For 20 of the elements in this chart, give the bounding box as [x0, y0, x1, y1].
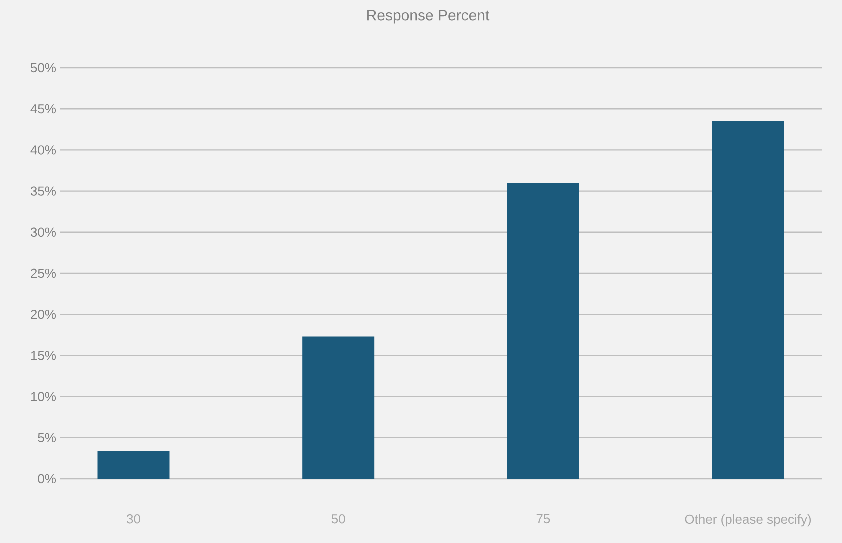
y-tick-label: 40% — [30, 146, 56, 155]
y-tick-label: 30% — [30, 228, 56, 237]
bar — [302, 336, 375, 479]
y-tick-label: 15% — [31, 351, 56, 360]
y-tick-label: 45% — [30, 104, 56, 114]
x-tick-label: 50 — [332, 514, 346, 524]
y-tick-label: 25% — [31, 268, 56, 278]
bar — [712, 121, 784, 479]
chart-title: Response Percent — [368, 10, 490, 24]
bar — [98, 451, 170, 479]
x-tick-label: 75 — [536, 514, 550, 524]
bar — [507, 183, 580, 479]
x-tick-label: Other (please specify) — [685, 514, 812, 527]
y-tick-label: 10% — [31, 392, 56, 402]
x-tick-label: 30 — [127, 514, 140, 524]
y-tick-label: 35% — [30, 186, 56, 196]
y-tick-label: 0% — [38, 474, 56, 484]
y-tick-label: 50% — [30, 63, 56, 73]
y-tick-label: 5% — [38, 433, 56, 442]
y-tick-label: 20% — [31, 310, 56, 320]
